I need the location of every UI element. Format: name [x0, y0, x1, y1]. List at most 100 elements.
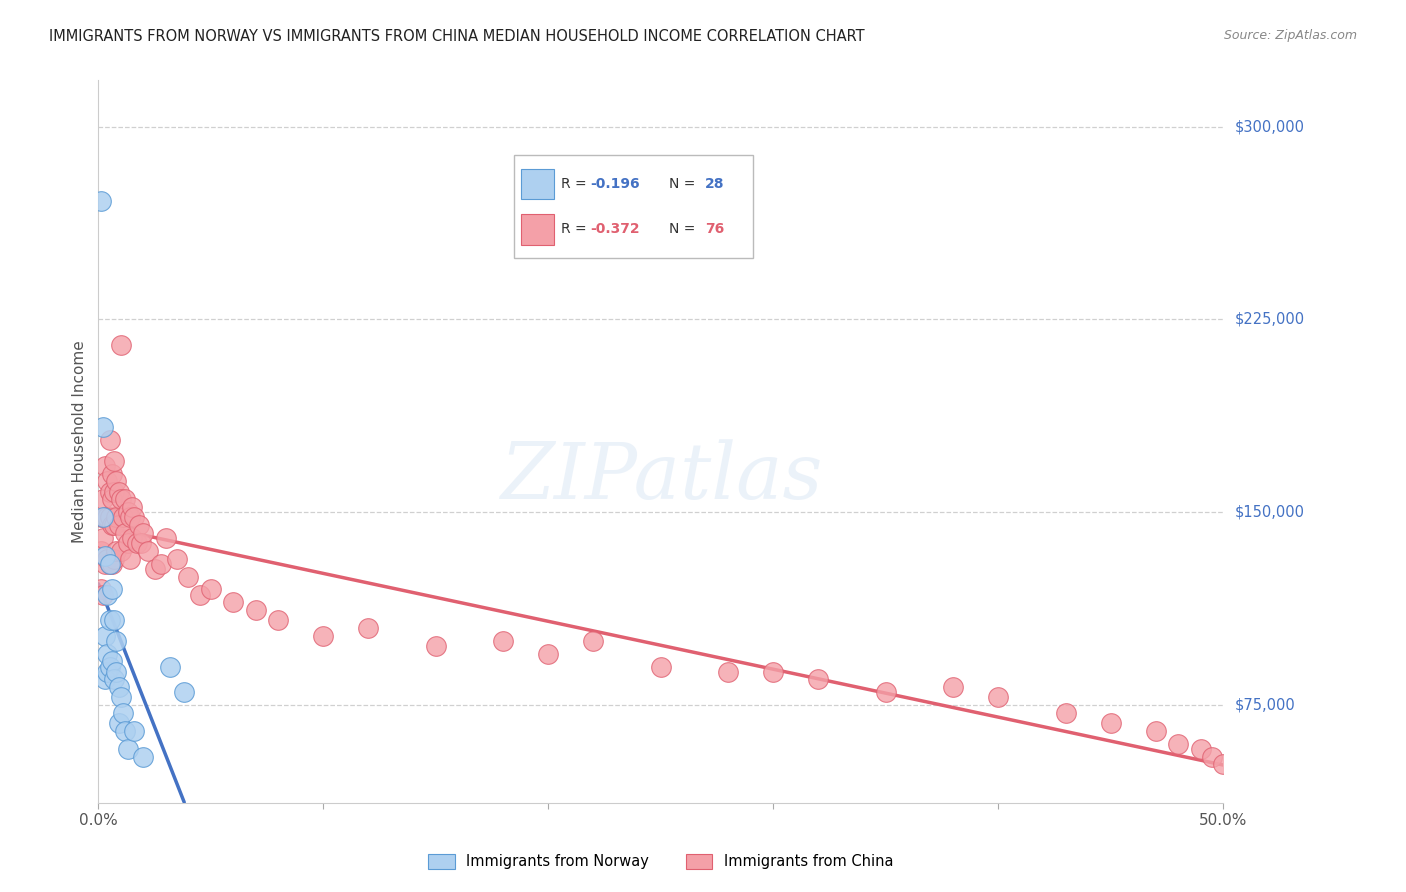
Text: IMMIGRANTS FROM NORWAY VS IMMIGRANTS FROM CHINA MEDIAN HOUSEHOLD INCOME CORRELAT: IMMIGRANTS FROM NORWAY VS IMMIGRANTS FRO…	[49, 29, 865, 44]
Point	[103, 551, 125, 566]
Point	[91, 531, 114, 545]
Point	[357, 621, 380, 635]
Point	[942, 680, 965, 694]
Point	[1144, 723, 1167, 738]
Point	[96, 647, 118, 661]
Point	[118, 551, 141, 566]
Point	[114, 525, 136, 540]
Point	[110, 690, 132, 705]
Text: $300,000: $300,000	[1234, 119, 1305, 134]
Point	[987, 690, 1010, 705]
Text: -0.196: -0.196	[591, 177, 640, 191]
Point	[245, 603, 267, 617]
Point	[177, 569, 200, 583]
Point	[94, 549, 117, 563]
Point	[132, 525, 155, 540]
Point	[582, 633, 605, 648]
Point	[1189, 741, 1212, 756]
Point	[94, 629, 117, 643]
Text: $75,000: $75,000	[1234, 698, 1295, 713]
Point	[125, 536, 148, 550]
Point	[1099, 716, 1122, 731]
Point	[117, 505, 139, 519]
Text: 28: 28	[706, 177, 725, 191]
Text: -0.372: -0.372	[591, 222, 640, 236]
Point	[124, 510, 146, 524]
Point	[98, 484, 121, 499]
Point	[91, 510, 114, 524]
Point	[101, 557, 124, 571]
Point	[91, 492, 114, 507]
Text: ZIPatlas: ZIPatlas	[499, 440, 823, 516]
Text: N =: N =	[669, 177, 700, 191]
Point	[94, 557, 117, 571]
Point	[110, 338, 132, 352]
Point	[124, 723, 146, 738]
Point	[101, 654, 124, 668]
Point	[90, 194, 112, 208]
Point	[90, 582, 112, 597]
Point	[875, 685, 897, 699]
Point	[114, 723, 136, 738]
Point	[112, 706, 135, 720]
Y-axis label: Median Household Income: Median Household Income	[72, 340, 87, 543]
Point	[118, 510, 141, 524]
Point	[132, 749, 155, 764]
Bar	[520, 169, 554, 200]
Point	[155, 531, 177, 545]
Point	[103, 454, 125, 468]
Point	[98, 557, 121, 571]
Point	[98, 613, 121, 627]
Point	[1212, 757, 1234, 772]
Point	[128, 518, 150, 533]
Text: $150,000: $150,000	[1234, 505, 1305, 520]
Point	[114, 492, 136, 507]
Point	[98, 434, 121, 448]
Point	[94, 458, 117, 473]
Point	[492, 633, 515, 648]
Point	[807, 673, 830, 687]
Point	[101, 518, 124, 533]
Point	[129, 536, 152, 550]
Point	[105, 510, 128, 524]
Point	[537, 647, 560, 661]
Point	[105, 544, 128, 558]
Point	[96, 551, 118, 566]
Point	[103, 673, 125, 687]
Point	[173, 685, 195, 699]
Point	[1054, 706, 1077, 720]
Point	[166, 551, 188, 566]
Point	[717, 665, 740, 679]
Point	[143, 562, 166, 576]
Point	[94, 510, 117, 524]
Point	[107, 680, 129, 694]
Bar	[520, 214, 554, 244]
Text: 76: 76	[706, 222, 724, 236]
Point	[650, 659, 672, 673]
Point	[98, 659, 121, 673]
Point	[96, 665, 118, 679]
Text: Source: ZipAtlas.com: Source: ZipAtlas.com	[1223, 29, 1357, 42]
Point	[107, 518, 129, 533]
Point	[222, 595, 245, 609]
Point	[1201, 749, 1223, 764]
Point	[105, 665, 128, 679]
Point	[101, 467, 124, 481]
Point	[105, 633, 128, 648]
Point	[267, 613, 290, 627]
Text: $225,000: $225,000	[1234, 312, 1305, 326]
Point	[159, 659, 181, 673]
Point	[103, 613, 125, 627]
Point	[136, 544, 159, 558]
Point	[103, 518, 125, 533]
Point	[312, 629, 335, 643]
Point	[188, 588, 211, 602]
Point	[117, 536, 139, 550]
Point	[425, 639, 447, 653]
Point	[121, 500, 143, 515]
Text: N =: N =	[669, 222, 700, 236]
Point	[150, 557, 173, 571]
Point	[96, 510, 118, 524]
Point	[117, 741, 139, 756]
Point	[91, 588, 114, 602]
